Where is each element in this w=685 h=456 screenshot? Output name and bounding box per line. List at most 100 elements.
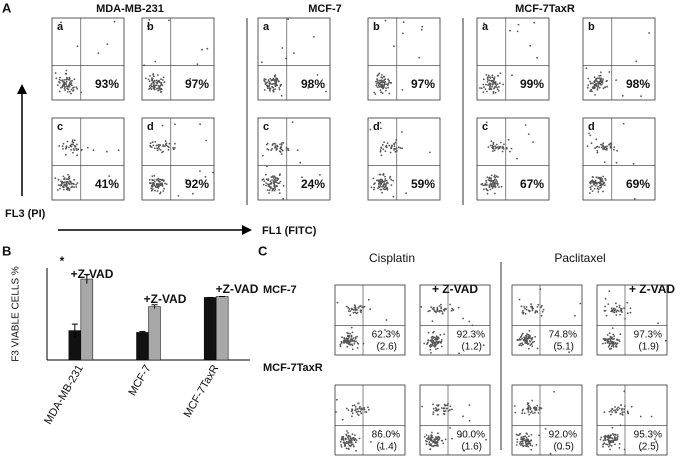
- dot: [618, 443, 621, 445]
- dot: [503, 143, 505, 146]
- dot: [273, 175, 276, 178]
- dot: [521, 409, 524, 412]
- dot: [66, 87, 68, 90]
- dot: [172, 148, 175, 151]
- dot: [536, 306, 539, 308]
- dot: [149, 75, 152, 77]
- dot: [451, 437, 453, 440]
- dot: [620, 307, 622, 310]
- dot: [432, 339, 435, 342]
- dot: [616, 408, 618, 410]
- dot: [614, 433, 616, 436]
- dot: [589, 90, 592, 93]
- dot: [531, 345, 534, 348]
- dot: [594, 84, 596, 87]
- dot: [361, 306, 364, 308]
- dot: [393, 45, 395, 48]
- dot: [502, 83, 504, 86]
- dot: [435, 438, 437, 441]
- panel-label: B: [2, 243, 11, 258]
- dot: [426, 341, 429, 344]
- dot: [623, 307, 625, 310]
- dot: [346, 442, 348, 444]
- dot: [598, 75, 601, 77]
- dot: [655, 440, 657, 443]
- dot: [154, 180, 156, 183]
- dot: [612, 345, 615, 348]
- dot: [151, 78, 154, 81]
- dot: [57, 184, 60, 186]
- dot: [597, 191, 600, 193]
- dot: [608, 439, 611, 442]
- axis-label: FL3 (PI): [5, 208, 46, 220]
- dot: [62, 148, 64, 150]
- dot: [156, 185, 159, 188]
- dot: [157, 87, 160, 89]
- dot: [150, 187, 153, 190]
- dot: [159, 178, 162, 181]
- dot: [520, 438, 522, 441]
- plot-frame: [334, 284, 406, 356]
- dot: [270, 79, 273, 82]
- dot: [265, 143, 268, 146]
- dot: [609, 434, 612, 437]
- dot: [592, 82, 594, 85]
- dot: [272, 182, 275, 184]
- dot: [274, 75, 276, 78]
- dot: [623, 448, 626, 451]
- dot: [594, 94, 596, 96]
- dot: [491, 74, 494, 77]
- dot: [265, 84, 268, 87]
- dot: [341, 336, 343, 339]
- dot: [431, 434, 433, 437]
- dot: [529, 44, 532, 47]
- dot: [530, 305, 533, 308]
- plot-percent: 98%: [626, 77, 650, 91]
- dot: [159, 144, 162, 146]
- dot: [58, 145, 61, 147]
- dot: [401, 131, 403, 133]
- dot: [62, 175, 65, 178]
- dot: [522, 343, 524, 346]
- dot: [344, 437, 347, 440]
- dot: [485, 181, 488, 184]
- dot: [359, 304, 362, 307]
- dot: [147, 25, 149, 28]
- dot: [495, 175, 498, 178]
- dot: [151, 141, 154, 144]
- dot: [384, 178, 387, 180]
- dot: [106, 43, 109, 45]
- dot: [443, 403, 446, 406]
- dot: [612, 309, 615, 311]
- dot: [492, 150, 494, 153]
- dot: [378, 179, 381, 182]
- dot: [600, 436, 603, 439]
- bar: [80, 278, 94, 361]
- dot: [370, 441, 372, 443]
- dot: [342, 435, 345, 438]
- dot: [594, 180, 597, 183]
- dot: [274, 88, 277, 90]
- dot: [153, 88, 156, 91]
- dot: [199, 123, 202, 126]
- dot: [449, 405, 452, 408]
- dot: [377, 185, 380, 188]
- dot: [348, 448, 350, 450]
- dot: [525, 432, 528, 435]
- dot: [151, 175, 154, 178]
- dot: [492, 179, 495, 182]
- plot-percent: 86.0%: [372, 430, 400, 441]
- plot-letter: b: [373, 21, 380, 33]
- dot: [602, 175, 604, 178]
- dot: [497, 176, 499, 178]
- dot: [597, 85, 599, 88]
- dot: [350, 440, 353, 442]
- dot: [268, 80, 271, 83]
- dot: [346, 345, 349, 348]
- dot: [382, 184, 385, 186]
- dot: [596, 82, 598, 85]
- dot: [395, 139, 398, 141]
- dot: [621, 414, 624, 416]
- dot: [426, 437, 428, 440]
- dot: [518, 434, 521, 436]
